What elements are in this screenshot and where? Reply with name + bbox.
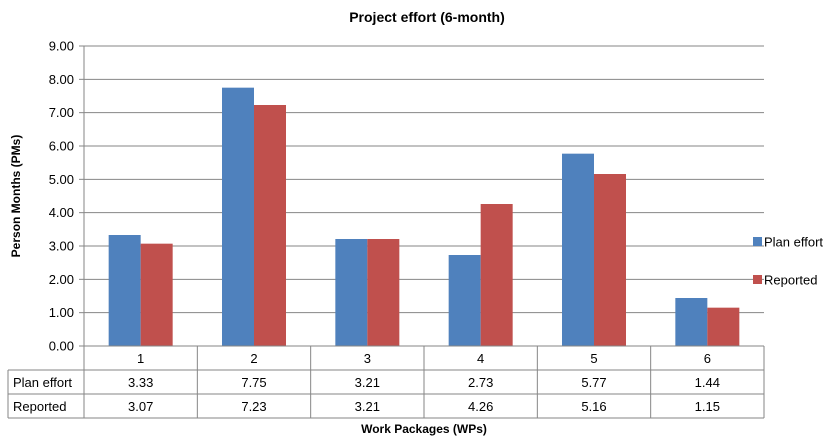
gridlines xyxy=(79,45,764,347)
bar-plan-effort-4 xyxy=(448,255,481,346)
y-tick-label: 8.00 xyxy=(49,72,74,87)
table-row-label: Reported xyxy=(13,399,66,414)
data-label: 3.21 xyxy=(355,399,380,414)
data-label: 7.75 xyxy=(241,375,266,390)
y-tick-label: 9.00 xyxy=(49,39,74,54)
data-label: 1.15 xyxy=(695,399,720,414)
bar-plan-effort-6 xyxy=(675,298,708,346)
bar-plan-effort-2 xyxy=(222,87,254,347)
y-tick-label: 5.00 xyxy=(49,172,74,187)
data-label: 7.23 xyxy=(241,399,266,414)
table-row-label: Plan effort xyxy=(13,375,72,390)
bar-reported-2 xyxy=(254,105,286,346)
bar-plan-effort-1 xyxy=(108,235,141,346)
y-tick-label: 1.00 xyxy=(49,305,74,320)
x-tick-label: 6 xyxy=(704,351,711,366)
data-label: 3.21 xyxy=(355,375,380,390)
bar-reported-4 xyxy=(480,204,513,346)
y-tick-label: 7.00 xyxy=(49,105,74,120)
bar-plan-effort-5 xyxy=(562,153,594,346)
data-table: 1 2 3 4 5 6 Plan effort 3.33 7.75 3.21 2.73 5.77 1.4… xyxy=(7,345,765,419)
bar-reported-5 xyxy=(594,174,626,346)
legend-swatch xyxy=(753,237,762,246)
data-label: 2.73 xyxy=(468,375,493,390)
legend-label: Plan effort xyxy=(764,235,823,250)
bars xyxy=(108,87,740,347)
y-axis-ticks: 0.00 1.00 2.00 3.00 4.00 5.00 6.00 7.00 8.00 9.00 xyxy=(49,39,74,354)
legend-label: Reported xyxy=(764,273,817,288)
x-tick-label: 2 xyxy=(250,351,257,366)
x-tick-label: 3 xyxy=(364,351,371,366)
data-label: 4.26 xyxy=(468,399,493,414)
legend: Plan effort Reported xyxy=(753,235,823,288)
data-label: 3.33 xyxy=(128,375,153,390)
y-tick-label: 6.00 xyxy=(49,139,74,154)
y-axis-title: Person Months (PMs) xyxy=(9,135,23,258)
y-tick-label: 4.00 xyxy=(49,205,74,220)
y-tick-label: 0.00 xyxy=(49,339,74,354)
data-label: 3.07 xyxy=(128,399,153,414)
y-tick-label: 2.00 xyxy=(49,272,74,287)
x-axis-title: Work Packages (WPs) xyxy=(361,422,487,436)
legend-swatch xyxy=(753,275,762,284)
x-tick-label: 5 xyxy=(590,351,597,366)
bar-reported-6 xyxy=(707,307,740,346)
data-label: 5.16 xyxy=(581,399,606,414)
bar-reported-1 xyxy=(140,243,173,346)
x-tick-label: 1 xyxy=(137,351,144,366)
data-label: 1.44 xyxy=(695,375,720,390)
chart-title: Project effort (6-month) xyxy=(349,9,505,25)
x-tick-label: 4 xyxy=(477,351,484,366)
y-tick-label: 3.00 xyxy=(49,239,74,254)
bar-reported-3 xyxy=(367,239,400,346)
bar-plan-effort-3 xyxy=(335,239,368,346)
data-label: 5.77 xyxy=(581,375,606,390)
